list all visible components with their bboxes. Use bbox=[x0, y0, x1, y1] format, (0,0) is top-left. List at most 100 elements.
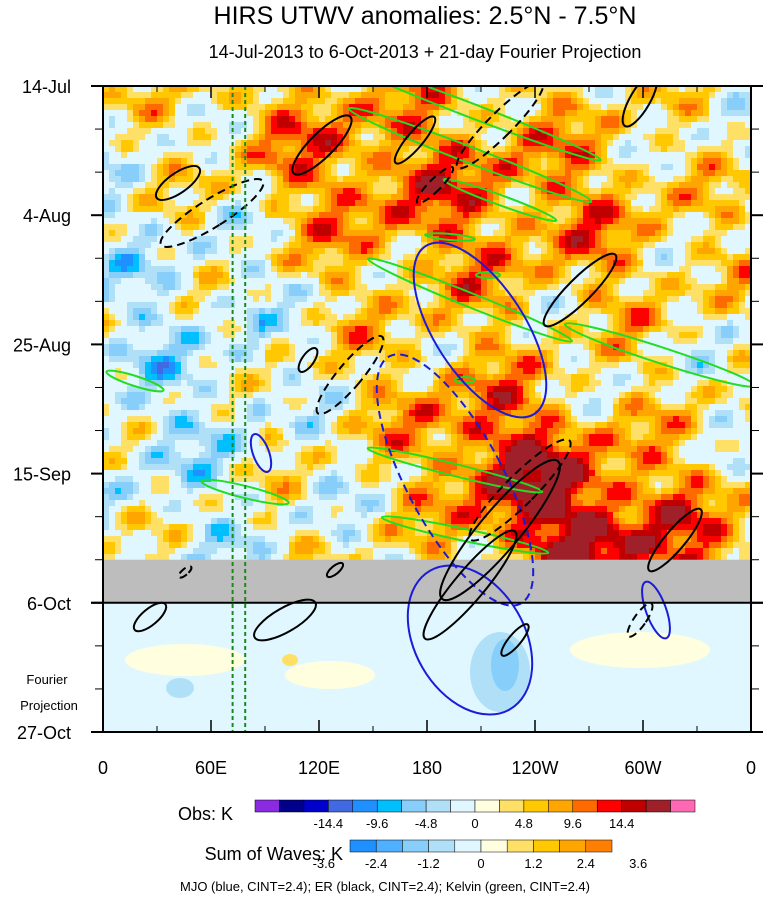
heatmap-cell bbox=[103, 194, 109, 200]
heatmap-cell bbox=[685, 200, 691, 206]
heatmap-cell bbox=[505, 134, 511, 140]
heatmap-cell bbox=[541, 170, 547, 176]
heatmap-cell bbox=[163, 254, 169, 260]
heatmap-cell bbox=[607, 92, 613, 98]
heatmap-cell bbox=[553, 254, 559, 260]
heatmap-cell bbox=[427, 110, 433, 116]
heatmap-cell bbox=[427, 206, 433, 212]
heatmap-cell bbox=[727, 194, 733, 200]
heatmap-cell bbox=[397, 218, 403, 224]
heatmap-cell bbox=[691, 398, 697, 404]
heatmap-cell bbox=[271, 356, 277, 362]
heatmap-cell bbox=[139, 122, 145, 128]
heatmap-cell bbox=[709, 368, 715, 374]
heatmap-cell bbox=[745, 362, 751, 368]
heatmap-cell bbox=[415, 158, 421, 164]
heatmap-cell bbox=[685, 98, 691, 104]
heatmap-cell bbox=[553, 104, 559, 110]
heatmap-cell bbox=[727, 158, 733, 164]
heatmap-cell bbox=[595, 404, 601, 410]
heatmap-cell bbox=[217, 428, 223, 434]
heatmap-cell bbox=[643, 272, 649, 278]
heatmap-cell bbox=[193, 242, 199, 248]
heatmap-cell bbox=[379, 428, 385, 434]
heatmap-cell bbox=[733, 332, 739, 338]
heatmap-cell bbox=[637, 92, 643, 98]
heatmap-cell bbox=[541, 122, 547, 128]
heatmap-cell bbox=[523, 290, 529, 296]
heatmap-cell bbox=[703, 362, 709, 368]
heatmap-cell bbox=[745, 410, 751, 416]
heatmap-cell bbox=[445, 380, 451, 386]
heatmap-cell bbox=[151, 92, 157, 98]
heatmap-cell bbox=[139, 194, 145, 200]
heatmap-cell bbox=[625, 194, 631, 200]
heatmap-cell bbox=[703, 398, 709, 404]
heatmap-cell bbox=[151, 362, 157, 368]
heatmap-cell bbox=[655, 356, 661, 362]
heatmap-cell bbox=[601, 212, 607, 218]
heatmap-cell bbox=[739, 98, 745, 104]
heatmap-cell bbox=[169, 170, 175, 176]
heatmap-cell bbox=[301, 122, 307, 128]
heatmap-cell bbox=[535, 404, 541, 410]
heatmap-cell bbox=[547, 248, 553, 254]
heatmap-cell bbox=[643, 362, 649, 368]
heatmap-cell bbox=[457, 392, 463, 398]
heatmap-cell bbox=[211, 170, 217, 176]
heatmap-cell bbox=[109, 104, 115, 110]
heatmap-cell bbox=[535, 164, 541, 170]
heatmap-cell bbox=[571, 128, 577, 134]
heatmap-cell bbox=[523, 260, 529, 266]
heatmap-cell bbox=[595, 134, 601, 140]
heatmap-cell bbox=[133, 416, 139, 422]
heatmap-cell bbox=[613, 302, 619, 308]
heatmap-cell bbox=[229, 320, 235, 326]
heatmap-cell bbox=[283, 176, 289, 182]
heatmap-cell bbox=[625, 200, 631, 206]
heatmap-cell bbox=[301, 110, 307, 116]
heatmap-cell bbox=[565, 110, 571, 116]
heatmap-cell bbox=[553, 248, 559, 254]
heatmap-cell bbox=[391, 206, 397, 212]
heatmap-cell bbox=[505, 422, 511, 428]
heatmap-cell bbox=[361, 320, 367, 326]
heatmap-cell bbox=[175, 392, 181, 398]
heatmap-cell bbox=[661, 164, 667, 170]
heatmap-cell bbox=[199, 392, 205, 398]
heatmap-cell bbox=[625, 266, 631, 272]
heatmap-cell bbox=[307, 116, 313, 122]
heatmap-cell bbox=[109, 254, 115, 260]
heatmap-cell bbox=[169, 98, 175, 104]
heatmap-cell bbox=[595, 422, 601, 428]
heatmap-cell bbox=[427, 416, 433, 422]
heatmap-cell bbox=[691, 368, 697, 374]
heatmap-cell bbox=[673, 326, 679, 332]
heatmap-cell bbox=[511, 386, 517, 392]
heatmap-cell bbox=[727, 290, 733, 296]
heatmap-cell bbox=[175, 224, 181, 230]
heatmap-cell bbox=[295, 290, 301, 296]
heatmap-cell bbox=[661, 446, 667, 452]
heatmap-cell bbox=[319, 86, 325, 92]
heatmap-cell bbox=[619, 110, 625, 116]
heatmap-cell bbox=[589, 110, 595, 116]
heatmap-cell bbox=[319, 116, 325, 122]
heatmap-cell bbox=[457, 332, 463, 338]
heatmap-cell bbox=[439, 272, 445, 278]
heatmap-cell bbox=[283, 200, 289, 206]
heatmap-cell bbox=[367, 422, 373, 428]
heatmap-cell bbox=[535, 362, 541, 368]
heatmap-cell bbox=[409, 134, 415, 140]
heatmap-cell bbox=[601, 332, 607, 338]
heatmap-cell bbox=[529, 278, 535, 284]
heatmap-cell bbox=[343, 110, 349, 116]
heatmap-cell bbox=[601, 440, 607, 446]
heatmap-cell bbox=[601, 260, 607, 266]
heatmap-cell bbox=[325, 278, 331, 284]
heatmap-cell bbox=[667, 86, 673, 92]
heatmap-cell bbox=[325, 446, 331, 452]
heatmap-cell bbox=[409, 446, 415, 452]
heatmap-cell bbox=[457, 146, 463, 152]
heatmap-cell bbox=[235, 224, 241, 230]
